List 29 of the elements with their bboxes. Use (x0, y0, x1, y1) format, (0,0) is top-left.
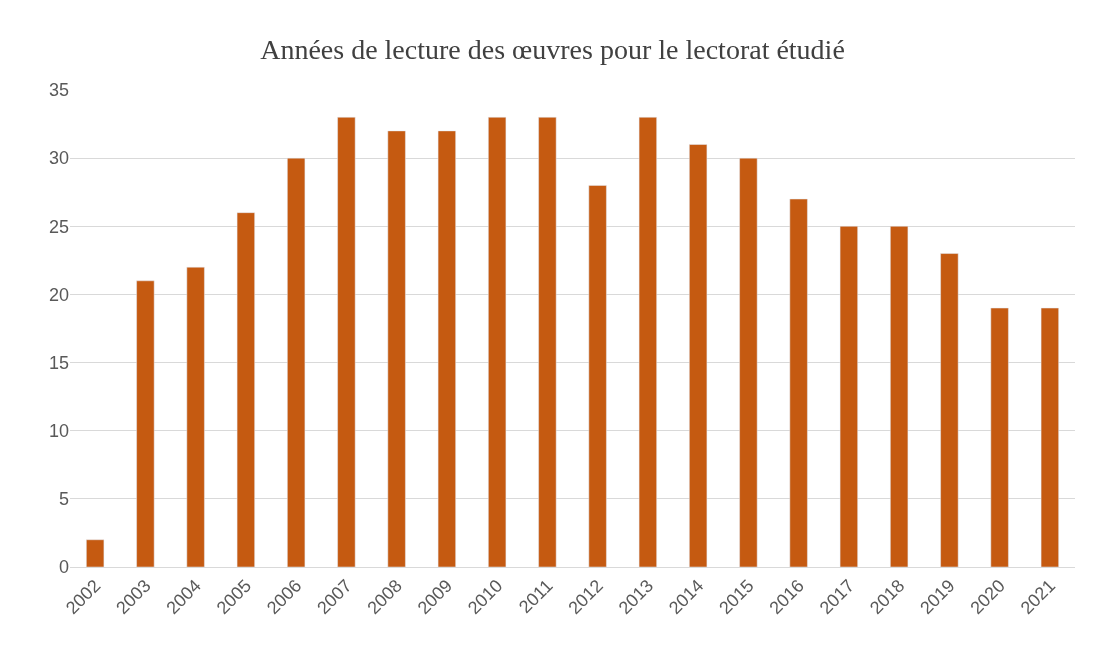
bar (488, 117, 507, 567)
bar (839, 226, 858, 567)
y-tick-label: 35 (48, 80, 69, 101)
y-tick-label: 0 (58, 557, 69, 578)
bar (890, 226, 909, 567)
bar (437, 130, 456, 567)
y-tick-label: 10 (48, 421, 69, 442)
bar (186, 266, 205, 567)
bar (287, 157, 306, 567)
y-tick-label: 25 (48, 216, 69, 237)
y-tick-label: 20 (48, 284, 69, 305)
bar (236, 212, 255, 567)
y-tick-label: 15 (48, 352, 69, 373)
chart-title: Années de lecture des œuvres pour le lectorat étudié (260, 34, 845, 66)
y-tick-label: 5 (58, 489, 69, 510)
bar (940, 253, 959, 567)
bar (387, 130, 406, 567)
bar (588, 185, 607, 567)
bar (86, 539, 105, 567)
bar (990, 307, 1009, 567)
y-tick-label: 30 (48, 148, 69, 169)
bar (538, 117, 557, 567)
bar (1040, 307, 1059, 567)
bar (136, 280, 155, 567)
bar (689, 144, 708, 567)
bar (337, 117, 356, 567)
bar (739, 157, 758, 567)
bar (638, 117, 657, 567)
bar (789, 198, 808, 567)
